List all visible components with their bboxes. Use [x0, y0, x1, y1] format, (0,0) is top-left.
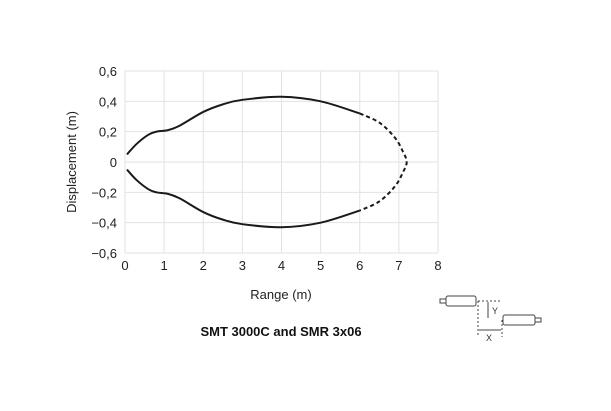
y-tick-label: −0,4	[91, 216, 117, 231]
x-axis-label: Range (m)	[250, 287, 311, 302]
y-tick-label: 0,4	[99, 94, 117, 109]
x-tick-label: 2	[200, 258, 207, 273]
transmitter-connector	[439, 298, 447, 304]
y-tick-label: 0,6	[99, 64, 117, 79]
series-lines	[126, 95, 408, 229]
x-tick-label: 4	[278, 258, 285, 273]
series-line-solid	[126, 95, 361, 156]
x-tick-label: 0	[121, 258, 128, 273]
series-line-solid	[126, 168, 361, 229]
x-tick-label: 5	[317, 258, 324, 273]
y-tick-label: −0,2	[91, 185, 117, 200]
receiver-connector	[534, 317, 542, 323]
x-tick-label: 6	[356, 258, 363, 273]
y-tick-label: −0,6	[91, 246, 117, 261]
x-tick-label: 8	[434, 258, 441, 273]
tick-labels: 0 1 2 3 4 5 6 7 8 0,6 0,4 0,2 0 −0,2 −0,4 −0,6	[91, 64, 441, 273]
y-dimension-label: Y	[492, 306, 498, 316]
chart-title: SMT 3000C and SMR 3x06	[200, 324, 361, 339]
x-tick-label: 7	[395, 258, 402, 273]
x-dimension-label: X	[486, 333, 492, 343]
grid	[124, 70, 439, 254]
x-tick-label: 1	[161, 258, 168, 273]
y-tick-label: 0	[110, 155, 117, 170]
receiver-icon	[502, 314, 536, 326]
y-axis-label: Displacement (m)	[64, 111, 79, 213]
sensor-layout-diagram: Y X	[439, 295, 542, 343]
transmitter-icon	[445, 295, 477, 307]
series-line-dashed	[359, 112, 408, 212]
y-tick-label: 0,2	[99, 125, 117, 140]
x-tick-label: 3	[239, 258, 246, 273]
